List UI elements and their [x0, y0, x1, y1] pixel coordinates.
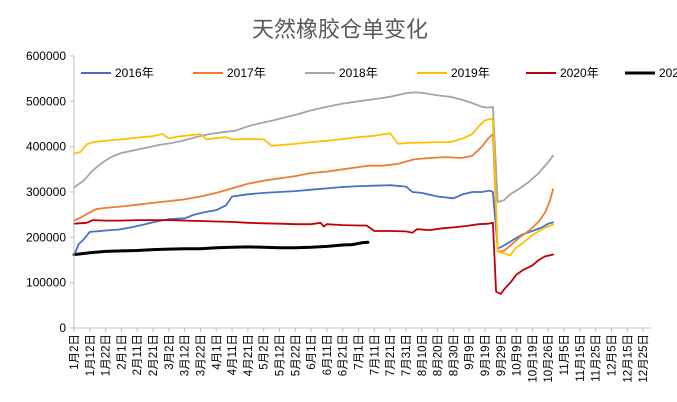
x-tick-label: 7月21日 [385, 334, 397, 376]
series-line-2019年 [73, 117, 554, 257]
x-tick-label: 9月29日 [496, 334, 508, 376]
x-tick-label: 2月1日 [116, 334, 128, 370]
legend-label: 2017年 [227, 66, 266, 80]
x-tick-label: 3月2日 [164, 334, 176, 370]
x-tick-label: 3月22日 [195, 334, 207, 376]
legend-label: 2021年 [659, 66, 677, 80]
series-line-2021年 [72, 240, 370, 257]
x-tick-label: 1月12日 [85, 334, 97, 376]
x-tick-label: 2月21日 [148, 334, 160, 376]
x-tick-label: 12月5日 [606, 334, 618, 376]
x-tick-label: 4月1日 [211, 334, 223, 370]
legend-label: 2020年 [560, 66, 599, 80]
y-tick-label: 300000 [26, 185, 66, 199]
x-tick-label: 4月11日 [227, 334, 239, 375]
x-tick-label: 10月19日 [527, 334, 539, 383]
x-tick-label: 6月21日 [338, 334, 350, 376]
x-tick-label: 4月21日 [243, 334, 255, 376]
series-line-2018年 [73, 91, 554, 203]
x-tick-label: 11月5日 [559, 334, 571, 375]
legend-label: 2018年 [339, 66, 378, 80]
series-lines [72, 91, 554, 295]
x-tick-label: 10月9日 [512, 334, 524, 376]
x-tick-label: 8月20日 [433, 334, 445, 376]
x-tick-label: 11月15日 [575, 334, 587, 382]
x-tick-label: 12月25日 [638, 334, 650, 383]
x-tick-label: 5月22日 [290, 334, 302, 376]
y-tick-label: 0 [59, 321, 66, 335]
chart-title: 天然橡胶仓单变化 [252, 18, 428, 43]
x-tick-label: 8月30日 [448, 334, 460, 376]
legend-label: 2016年 [115, 66, 154, 80]
x-tick-label: 12月15日 [622, 334, 634, 383]
y-tick-label: 600000 [26, 49, 66, 63]
x-tick-label: 2月11日 [132, 334, 144, 375]
legend: 2016年 2017年 2018年 2019年 2020年 2021年 [81, 66, 677, 80]
x-tick-label: 7月11日 [369, 334, 381, 375]
legend-label: 2019年 [451, 66, 490, 80]
x-tick-label: 10月26日 [543, 334, 555, 383]
series-line-2020年 [73, 219, 554, 295]
x-tick-label: 6月11日 [322, 334, 334, 375]
x-tick-label: 7月31日 [401, 334, 413, 376]
y-tick-label: 400000 [26, 140, 66, 154]
x-tick-label: 9月19日 [480, 334, 492, 376]
x-axis-ticks: 1月2日 1月12日 1月22日 2月1日 2月11日 2月21日 3月2日 3月12日 3月2… [69, 328, 650, 383]
y-tick-label: 200000 [26, 230, 66, 244]
axes [73, 56, 651, 329]
x-tick-label: 1月2日 [69, 334, 81, 370]
y-tick-label: 100000 [26, 276, 66, 290]
x-tick-label: 3月12日 [180, 334, 192, 376]
x-tick-label: 11月25日 [591, 334, 603, 382]
x-tick-label: 8月10日 [417, 334, 429, 376]
x-tick-label: 5月2日 [259, 334, 271, 370]
x-tick-label: 9月9日 [464, 334, 476, 370]
y-axis-ticks: 0 100000 200000 300000 400000 500000 600000 [26, 49, 74, 335]
x-tick-label: 1月22日 [101, 334, 113, 376]
x-tick-label: 7月1日 [354, 334, 366, 370]
x-tick-label: 5月12日 [275, 334, 287, 376]
series-line-2017年 [73, 133, 554, 253]
y-tick-label: 500000 [26, 94, 66, 108]
x-tick-label: 6月1日 [306, 334, 318, 370]
